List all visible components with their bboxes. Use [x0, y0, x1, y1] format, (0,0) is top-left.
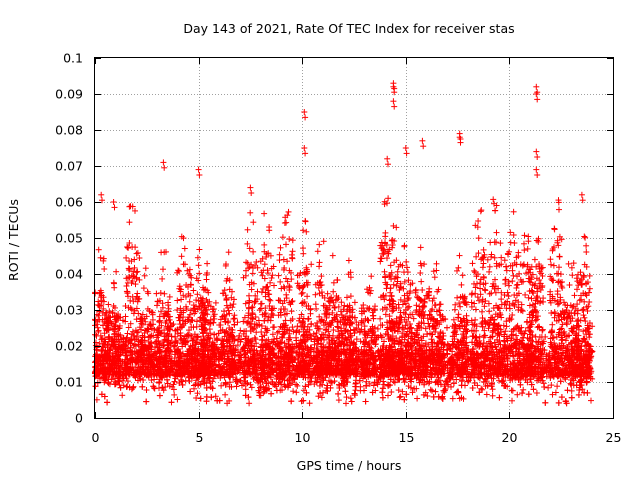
- data-point: [391, 379, 398, 386]
- data-point: [409, 389, 416, 396]
- data-point: [374, 325, 381, 332]
- data-point: [174, 396, 181, 403]
- data-point: [548, 382, 555, 389]
- data-point: [509, 397, 515, 404]
- data-point: [396, 394, 403, 401]
- data-point: [294, 382, 301, 389]
- data-point: [343, 394, 350, 401]
- data-point: [554, 383, 561, 390]
- data-point: [562, 337, 569, 344]
- data-point: [222, 391, 229, 398]
- data-point: [119, 392, 126, 399]
- data-point: [347, 395, 354, 402]
- data-point: [170, 343, 177, 350]
- data-point: [549, 391, 556, 398]
- data-point: [539, 327, 546, 334]
- data-point: [370, 382, 377, 389]
- data-point: [209, 378, 216, 385]
- data-point: [589, 323, 596, 330]
- data-points: [92, 80, 596, 407]
- data-point: [347, 342, 354, 349]
- data-point: [442, 385, 449, 392]
- data-point: [191, 385, 197, 392]
- data-point: [533, 390, 540, 396]
- data-point: [490, 375, 497, 382]
- data-point: [248, 384, 255, 391]
- data-point: [388, 389, 395, 395]
- data-point: [343, 400, 349, 407]
- data-point: [313, 345, 320, 352]
- data-point: [399, 388, 406, 395]
- data-point: [550, 334, 557, 341]
- data-point: [156, 385, 162, 392]
- data-point: [318, 394, 325, 401]
- data-point: [170, 386, 177, 393]
- data-point: [588, 397, 594, 404]
- data-point: [570, 377, 577, 384]
- data-point: [242, 386, 249, 393]
- data-point: [300, 397, 306, 404]
- data-point: [237, 327, 244, 334]
- data-point: [234, 319, 241, 326]
- data-point: [290, 388, 297, 395]
- data-point: [357, 338, 364, 345]
- data-point: [489, 392, 496, 399]
- data-point: [449, 395, 456, 402]
- data-point: [407, 384, 414, 391]
- data-point: [246, 400, 253, 407]
